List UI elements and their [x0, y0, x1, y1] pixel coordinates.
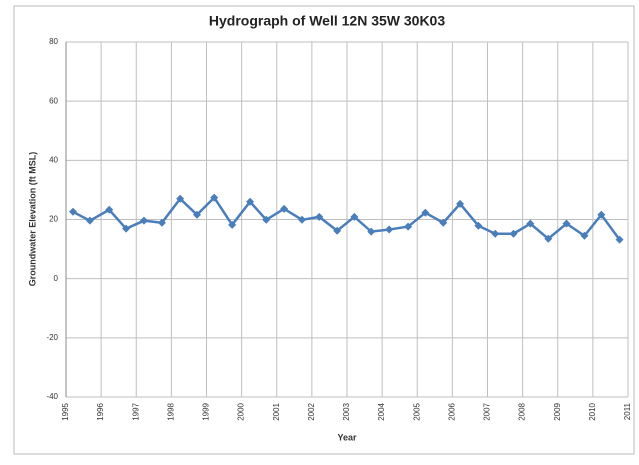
data-point: [246, 197, 255, 206]
x-axis-label: Year: [337, 432, 357, 442]
data-point: [509, 229, 518, 238]
data-point: [456, 199, 465, 208]
x-tick-label: 1999: [202, 402, 211, 420]
data-line: [72, 195, 621, 241]
data-point: [491, 229, 500, 238]
chart-frame: [13, 5, 635, 455]
data-point: [139, 216, 148, 225]
data-point: [580, 231, 589, 240]
x-tick-label: 2002: [307, 402, 316, 420]
x-tick-label: 1996: [96, 402, 105, 420]
data-point: [85, 216, 94, 225]
x-tick-label: 2009: [553, 402, 562, 420]
data-point: [385, 225, 394, 234]
data-point: [262, 215, 271, 224]
x-tick-label: 1995: [61, 402, 70, 420]
data-point: [176, 194, 185, 203]
data-point: [350, 212, 359, 221]
data-point: [544, 234, 553, 243]
data-point: [333, 226, 342, 235]
x-tick-label: 2007: [483, 402, 492, 420]
data-point: [421, 208, 430, 217]
y-tick-label: 80: [49, 37, 58, 46]
data-point: [615, 235, 624, 244]
x-tick-label: 2003: [342, 402, 351, 420]
x-tick-label: 2006: [447, 402, 456, 420]
data-point: [69, 207, 78, 216]
data-point: [193, 210, 202, 219]
x-tick-label: 1997: [131, 402, 140, 420]
data-point: [122, 224, 131, 233]
data-point: [526, 219, 535, 228]
x-tick-label: 1998: [166, 402, 175, 420]
x-tick-label: 2008: [518, 402, 527, 420]
data-point: [280, 204, 289, 213]
y-tick-label: 0: [54, 274, 59, 283]
data-point: [367, 227, 376, 236]
data-point: [439, 218, 448, 227]
x-tick-label: 2000: [237, 402, 246, 420]
y-axis-label: Groundwater Elevation (ft MSL): [27, 152, 37, 287]
data-point: [157, 218, 166, 227]
data-point: [210, 193, 219, 202]
x-tick-label: 2010: [588, 402, 597, 420]
y-tick-label: -40: [46, 392, 58, 401]
chart-title: Hydrograph of Well 12N 35W 30K03: [209, 13, 445, 29]
data-point: [315, 212, 324, 221]
data-point: [298, 215, 307, 224]
data-point: [562, 219, 571, 228]
data-point: [597, 210, 606, 219]
data-point: [474, 221, 483, 230]
x-tick-label: 2005: [412, 402, 421, 420]
data-point: [404, 222, 413, 231]
x-tick-label: 2011: [623, 402, 632, 420]
y-tick-label: 20: [49, 215, 58, 224]
x-tick-label: 2004: [377, 402, 386, 420]
data-point: [228, 220, 237, 229]
data-point: [105, 205, 114, 214]
x-tick-label: 2001: [272, 402, 281, 420]
y-tick-label: 60: [49, 96, 58, 105]
y-tick-label: 40: [49, 155, 58, 164]
y-tick-label: -20: [46, 333, 58, 342]
